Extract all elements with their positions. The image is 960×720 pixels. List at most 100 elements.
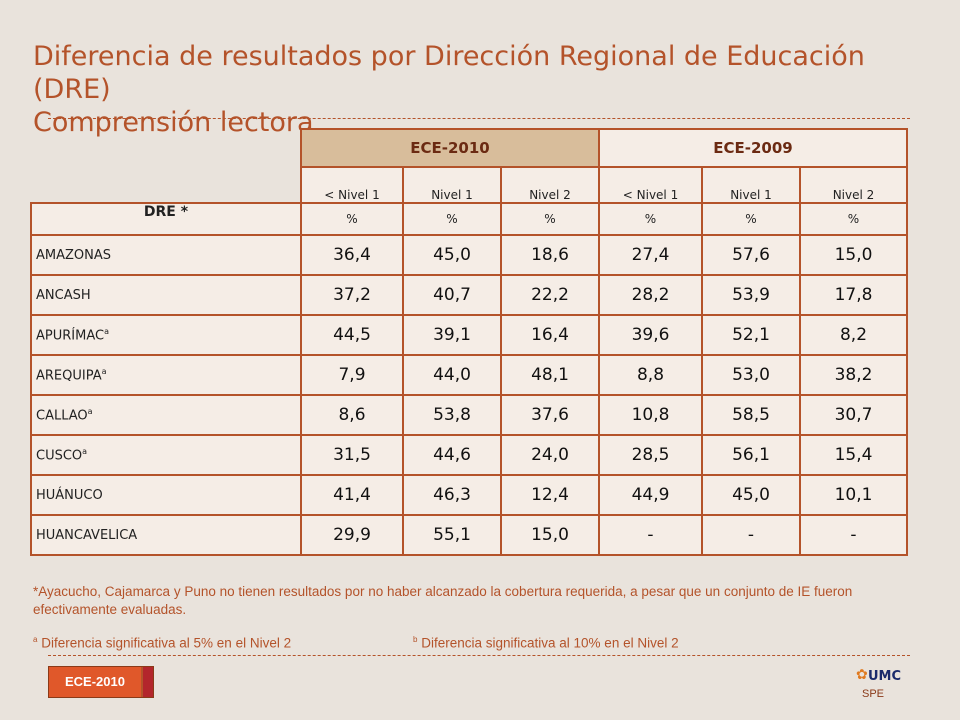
ece-2010-badge: ECE-2010 (48, 666, 154, 698)
value-cell: 45,0 (701, 474, 801, 516)
value-cell: 15,4 (799, 434, 908, 476)
level-header: Nivel 2 (500, 166, 600, 204)
dre-column-header: DRE * (30, 202, 302, 236)
table-corner (31, 129, 301, 167)
value-cell: - (701, 514, 801, 556)
value-cell: 31,5 (300, 434, 404, 476)
umc-logo-icon: ✿ (856, 666, 868, 682)
top-divider (48, 118, 910, 119)
group-header-ece-2009: ECE-2009 (598, 128, 908, 168)
value-cell: 55,1 (402, 514, 502, 556)
value-cell: 8,8 (598, 354, 703, 396)
value-cell: 56,1 (701, 434, 801, 476)
value-cell: 17,8 (799, 274, 908, 316)
value-cell: - (598, 514, 703, 556)
value-cell: 39,6 (598, 314, 703, 356)
dre-name-text: CALLAO (36, 408, 88, 424)
significance-note-b: b Diferencia significativa al 10% en el … (413, 631, 679, 653)
dre-name: HUANCAVELICA (30, 514, 302, 556)
value-cell: 39,1 (402, 314, 502, 356)
group-header-ece-2010: ECE-2010 (300, 128, 600, 168)
value-cell: 44,0 (402, 354, 502, 396)
unit-header: % (402, 202, 502, 236)
results-table: ECE-2010 ECE-2009 < Nivel 1 Nivel 1 Nive… (30, 128, 908, 556)
value-cell: 22,2 (500, 274, 600, 316)
significance-mark: a (82, 446, 88, 456)
value-cell: 27,4 (598, 234, 703, 276)
title-line-1: Diferencia de resultados por Dirección R… (33, 41, 865, 105)
badge-tab (143, 667, 153, 697)
value-cell: 46,3 (402, 474, 502, 516)
dre-name-text: CUSCO (36, 448, 83, 464)
value-cell: 16,4 (500, 314, 600, 356)
table-row: AMAZONAS 36,4 45,0 18,6 27,4 57,6 15,0 (30, 234, 908, 276)
value-cell: 29,9 (300, 514, 404, 556)
dre-name: ANCASH (30, 274, 302, 316)
unit-header: % (500, 202, 600, 236)
value-cell: 37,2 (300, 274, 404, 316)
bottom-divider (48, 655, 910, 656)
value-cell: 7,9 (300, 354, 404, 396)
value-cell: 53,9 (701, 274, 801, 316)
value-cell: 57,6 (701, 234, 801, 276)
value-cell: 12,4 (500, 474, 600, 516)
dre-name: AMAZONAS (30, 234, 302, 276)
table-row: APURÍMACa 44,5 39,1 16,4 39,6 52,1 8,2 (30, 314, 908, 356)
level-header: < Nivel 1 (598, 166, 703, 204)
note-a-mark: a (33, 635, 38, 644)
value-cell: 10,8 (598, 394, 703, 436)
value-cell: 28,2 (598, 274, 703, 316)
value-cell: 8,2 (799, 314, 908, 356)
table-row: CUSCOa 31,5 44,6 24,0 28,5 56,1 15,4 (30, 434, 908, 476)
value-cell: 36,4 (300, 234, 404, 276)
value-cell: 15,0 (500, 514, 600, 556)
level-header: Nivel 1 (402, 166, 502, 204)
table-row: AREQUIPAa 7,9 44,0 48,1 8,8 53,0 38,2 (30, 354, 908, 396)
value-cell: 44,6 (402, 434, 502, 476)
value-cell: 30,7 (799, 394, 908, 436)
value-cell: 45,0 (402, 234, 502, 276)
dre-name: CUSCOa (30, 434, 302, 476)
value-cell: 44,5 (300, 314, 404, 356)
significance-mark: a (87, 406, 93, 416)
dre-name: HUÁNUCO (30, 474, 302, 516)
table-corner-2 (31, 167, 301, 203)
unit-header: % (598, 202, 703, 236)
value-cell: 38,2 (799, 354, 908, 396)
value-cell: 44,9 (598, 474, 703, 516)
value-cell: 53,8 (402, 394, 502, 436)
level-header: Nivel 2 (799, 166, 908, 204)
umc-logo: ✿ UMC SPE (856, 664, 906, 704)
value-cell: 41,4 (300, 474, 404, 516)
dre-name-text: AREQUIPA (36, 368, 102, 384)
dre-name-text: APURÍMAC (36, 328, 105, 344)
value-cell: 28,5 (598, 434, 703, 476)
dre-name-text: AMAZONAS (36, 247, 112, 263)
dre-name-text: HUANCAVELICA (36, 527, 138, 543)
dre-name-text: HUÁNUCO (36, 487, 103, 503)
note-a-text: Diferencia significativa al 5% en el Niv… (41, 635, 292, 651)
dre-name: APURÍMACa (30, 314, 302, 356)
unit-header: % (300, 202, 404, 236)
value-cell: 18,6 (500, 234, 600, 276)
value-cell: 8,6 (300, 394, 404, 436)
value-cell: - (799, 514, 908, 556)
dre-name: CALLAOa (30, 394, 302, 436)
value-cell: 10,1 (799, 474, 908, 516)
value-cell: 52,1 (701, 314, 801, 356)
value-cell: 53,0 (701, 354, 801, 396)
note-b-text: Diferencia significativa al 10% en el Ni… (421, 635, 679, 651)
significance-mark: a (104, 326, 109, 336)
badge-label: ECE-2010 (49, 667, 141, 697)
logo-sub: SPE (862, 688, 885, 700)
significance-mark: a (101, 366, 107, 376)
page-title: Diferencia de resultados por Dirección R… (33, 40, 933, 139)
title-line-2: Comprensión lectora (33, 107, 314, 138)
note-b-mark: b (413, 635, 418, 644)
table-row: HUÁNUCO 41,4 46,3 12,4 44,9 45,0 10,1 (30, 474, 908, 516)
level-header: < Nivel 1 (300, 166, 404, 204)
level-header: Nivel 1 (701, 166, 801, 204)
table-row: ANCASH 37,2 40,7 22,2 28,2 53,9 17,8 (30, 274, 908, 316)
value-cell: 15,0 (799, 234, 908, 276)
table-row: HUANCAVELICA 29,9 55,1 15,0- - - (30, 514, 908, 556)
